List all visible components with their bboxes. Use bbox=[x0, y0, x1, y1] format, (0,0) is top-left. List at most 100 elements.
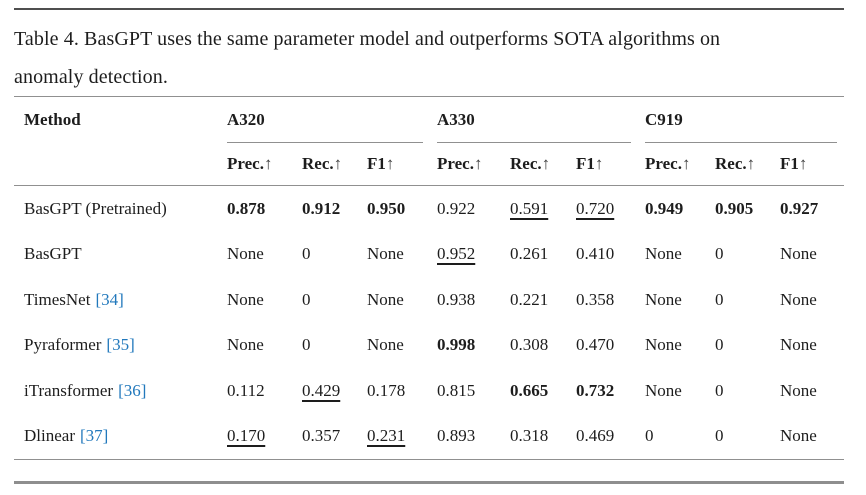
subheader-prec-a330: Prec.↑ bbox=[437, 154, 510, 174]
table-row: Pyraformer [35] None 0 None 0.998 0.308 0… bbox=[14, 323, 844, 369]
subheader-rec-c919: Rec.↑ bbox=[715, 154, 780, 174]
metric-value: None bbox=[780, 335, 817, 355]
up-arrow-icon: ↑ bbox=[473, 154, 483, 173]
citation-link[interactable]: [36] bbox=[118, 380, 147, 400]
metric-value: 0.720 bbox=[576, 198, 615, 218]
metric-value: 0 bbox=[302, 289, 311, 309]
metric-value: 0 bbox=[715, 426, 724, 446]
method-name: TimesNet bbox=[24, 289, 91, 309]
figure-bottom-rule bbox=[14, 481, 844, 484]
table-row: Dlinear [37] 0.170 0.357 0.231 0.893 0.31… bbox=[14, 414, 844, 460]
table-header-groups: Method A320 A330 C919 bbox=[14, 97, 844, 143]
caption-line1: Table 4. BasGPT uses the same parameter … bbox=[14, 28, 721, 50]
citation-link[interactable]: [35] bbox=[106, 335, 135, 355]
metric-value: 0.938 bbox=[437, 289, 476, 309]
metric-value: 0.358 bbox=[576, 289, 615, 309]
metric-value: 0 bbox=[715, 244, 724, 264]
metric-value: 0.665 bbox=[510, 380, 549, 400]
method-name: iTransformer bbox=[24, 380, 114, 400]
header-top-rule bbox=[14, 96, 844, 97]
metric-label: F1 bbox=[367, 154, 386, 173]
metric-value: 0.308 bbox=[510, 335, 549, 355]
metric-label: Rec. bbox=[302, 154, 334, 173]
metric-value: None bbox=[227, 335, 264, 355]
metric-value: 0.261 bbox=[510, 244, 549, 264]
citation-link[interactable]: [37] bbox=[79, 426, 109, 446]
results-table: Method A320 A330 C919 Prec.↑ Rec.↑ F1↑ P… bbox=[14, 96, 844, 484]
metric-value: None bbox=[780, 289, 817, 309]
metric-value: None bbox=[367, 244, 404, 264]
subheader-f1-a330: F1↑ bbox=[576, 154, 645, 174]
metric-value: 0.318 bbox=[510, 426, 549, 446]
metric-value: 0.927 bbox=[780, 198, 819, 218]
metric-value: 0.905 bbox=[715, 198, 754, 218]
table-row: iTransformer [36] 0.112 0.429 0.178 0.815… bbox=[14, 368, 844, 414]
table-bottom-rule bbox=[14, 459, 844, 460]
up-arrow-icon: ↑ bbox=[333, 154, 343, 173]
metric-value: 0.357 bbox=[302, 426, 341, 446]
caption-line2: anomaly detection. bbox=[14, 66, 168, 88]
column-group-a320: A320 bbox=[227, 97, 437, 143]
method-name: BasGPT (Pretrained) bbox=[24, 198, 167, 218]
subheader-rec-a320: Rec.↑ bbox=[302, 154, 367, 174]
subheader-prec-c919: Prec.↑ bbox=[645, 154, 715, 174]
header-method: Method bbox=[24, 110, 81, 129]
top-rule bbox=[14, 8, 844, 10]
metric-value: 0.470 bbox=[576, 335, 615, 355]
table-row: BasGPT None 0 None 0.952 0.261 0.410 Non… bbox=[14, 232, 844, 278]
metric-value: 0 bbox=[302, 244, 311, 264]
up-arrow-icon: ↑ bbox=[594, 154, 604, 173]
metric-value: 0.170 bbox=[227, 426, 266, 446]
group-spanner-rule bbox=[437, 142, 631, 143]
citation-link[interactable]: [34] bbox=[95, 289, 124, 309]
metric-label: F1 bbox=[780, 154, 799, 173]
metric-value: 0 bbox=[715, 335, 724, 355]
metric-label: Prec. bbox=[645, 154, 682, 173]
metric-value: None bbox=[645, 335, 682, 355]
subheader-f1-a320: F1↑ bbox=[367, 154, 437, 174]
metric-value: 0.231 bbox=[367, 426, 406, 446]
metric-value: 0.591 bbox=[510, 198, 549, 218]
metric-value: 0.949 bbox=[645, 198, 684, 218]
up-arrow-icon: ↑ bbox=[798, 154, 808, 173]
up-arrow-icon: ↑ bbox=[746, 154, 756, 173]
metric-value: 0.469 bbox=[576, 426, 615, 446]
method-name: BasGPT bbox=[24, 244, 82, 264]
method-name: Dlinear bbox=[24, 426, 75, 446]
metric-value: 0.410 bbox=[576, 244, 615, 264]
metric-value: None bbox=[367, 335, 404, 355]
table-subheader-row: Prec.↑ Rec.↑ F1↑ Prec.↑ Rec.↑ F1↑ Prec.↑… bbox=[14, 143, 844, 185]
metric-value: 0.178 bbox=[367, 380, 406, 400]
metric-label: F1 bbox=[576, 154, 595, 173]
subheader-rec-a330: Rec.↑ bbox=[510, 154, 576, 174]
column-group-a330: A330 bbox=[437, 97, 645, 143]
metric-value: None bbox=[645, 380, 682, 400]
metric-value: 0.221 bbox=[510, 289, 549, 309]
group-label-c919: C919 bbox=[645, 110, 683, 129]
up-arrow-icon: ↑ bbox=[541, 154, 551, 173]
metric-label: Prec. bbox=[227, 154, 264, 173]
metric-value: None bbox=[227, 244, 264, 264]
table-row: TimesNet [34] None 0 None 0.938 0.221 0.3… bbox=[14, 277, 844, 323]
table-caption: Table 4. BasGPT uses the same parameter … bbox=[14, 20, 844, 96]
header-bottom-rule bbox=[14, 185, 844, 186]
metric-value: None bbox=[367, 289, 404, 309]
group-spanner-rule bbox=[645, 142, 837, 143]
metric-value: 0 bbox=[715, 380, 724, 400]
metric-value: 0 bbox=[302, 335, 311, 355]
metric-value: 0 bbox=[645, 426, 654, 446]
metric-label: Prec. bbox=[437, 154, 474, 173]
metric-value: 0.893 bbox=[437, 426, 476, 446]
metric-value: 0.878 bbox=[227, 198, 266, 218]
metric-value: None bbox=[227, 289, 264, 309]
metric-value: None bbox=[645, 244, 682, 264]
metric-value: 0 bbox=[715, 289, 724, 309]
up-arrow-icon: ↑ bbox=[263, 154, 273, 173]
metric-value: None bbox=[780, 426, 817, 446]
metric-value: None bbox=[780, 244, 817, 264]
group-label-a330: A330 bbox=[437, 110, 475, 129]
metric-value: 0.429 bbox=[302, 380, 341, 400]
metric-value: None bbox=[645, 289, 682, 309]
metric-value: 0.732 bbox=[576, 380, 615, 400]
